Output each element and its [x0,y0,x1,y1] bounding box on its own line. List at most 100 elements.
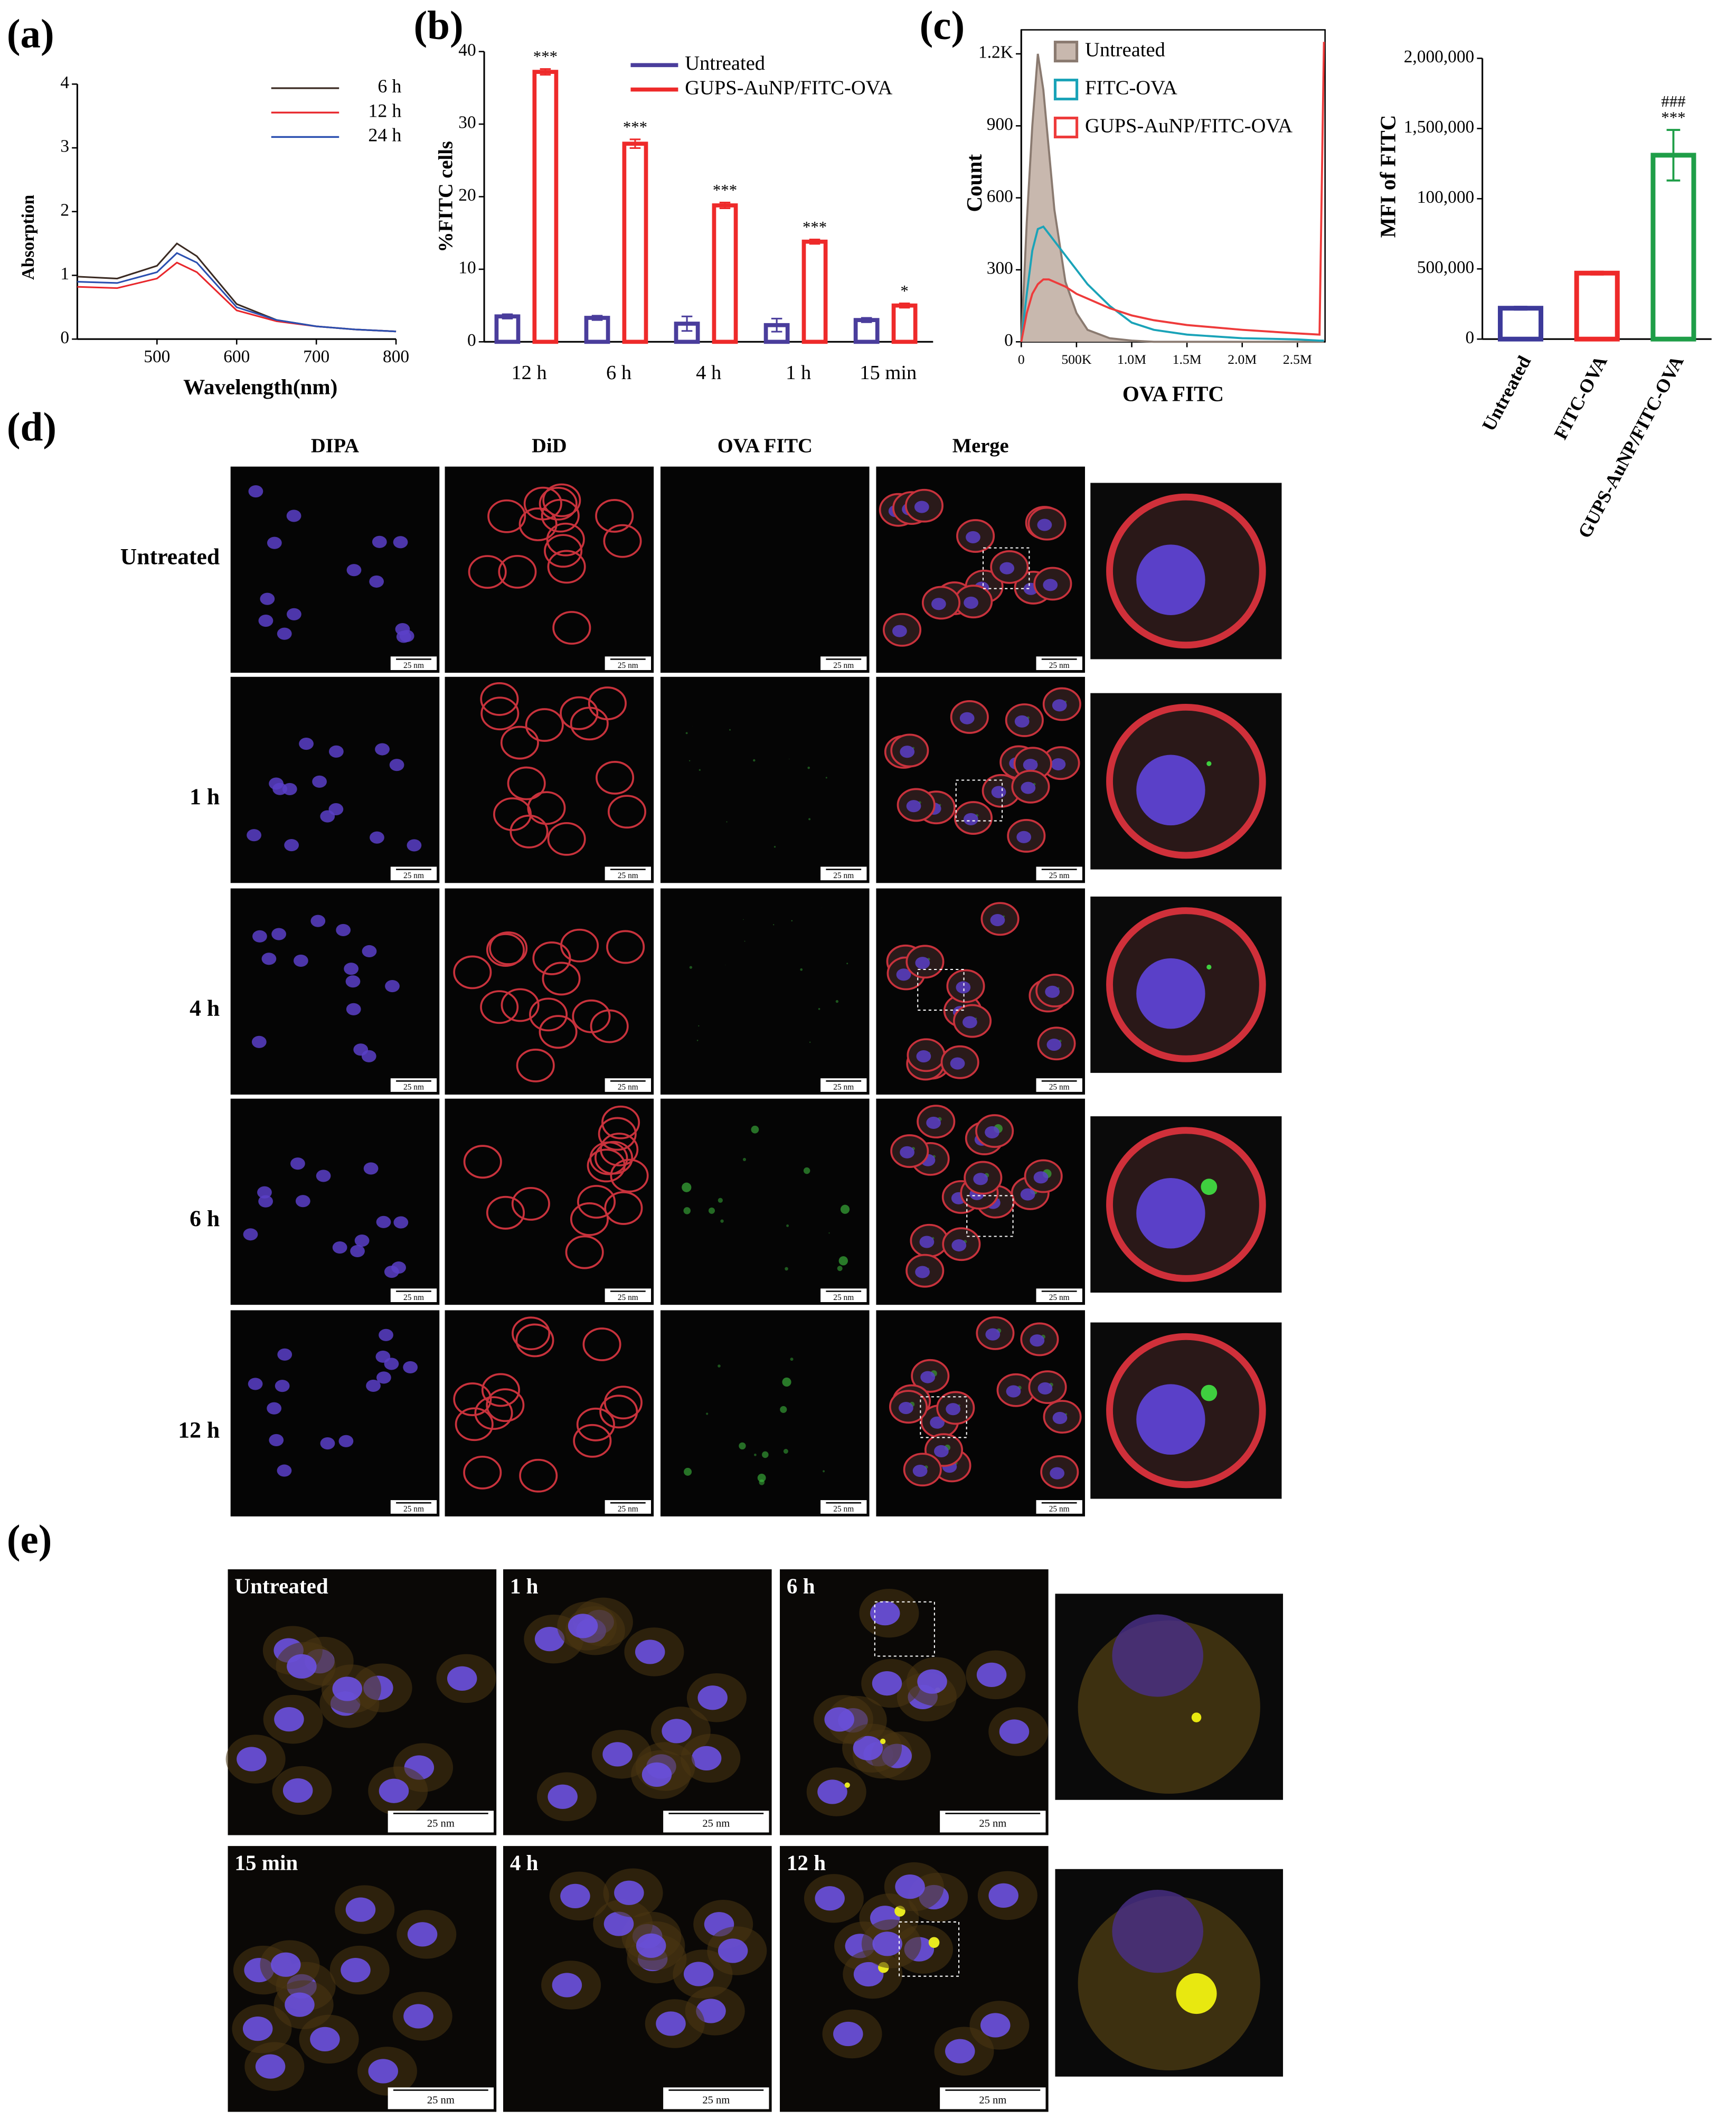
membrane [486,1388,525,1422]
micrograph [660,676,870,883]
fitc-signal [739,1442,746,1450]
scale-bar-label: 25 nm [1049,1505,1070,1514]
comparison-mark: ### [1661,92,1685,110]
membrane [539,486,578,521]
error-bar [861,317,872,323]
membrane [546,522,585,557]
nucleus [602,1742,633,1767]
membrane [486,1195,525,1230]
nucleus [1051,758,1066,771]
y-tick-label: 300 [987,259,1013,278]
nucleus [1037,1382,1053,1395]
nucleus [950,1057,965,1070]
nucleus [361,1050,376,1062]
nucleus [1045,985,1060,998]
fitc-signal [688,760,691,762]
fitc-signal [880,1738,886,1745]
nucleus [274,1707,304,1732]
nucleus [985,1328,1001,1341]
legend-label: FITC-OVA [1085,77,1177,99]
scale-bar-label: 25 nm [427,2095,455,2106]
nucleus [341,1958,371,1983]
membrane [529,997,568,1032]
fitc-signal [828,1232,830,1234]
bar [1497,306,1544,342]
fitc-signal [718,1198,723,1203]
scale-bar-label: 25 nm [833,661,854,670]
nucleus [1136,755,1205,826]
membrane [552,611,591,645]
fitc-signal [818,1008,820,1010]
y-tick-label: 0 [1004,331,1013,350]
nucleus [966,531,980,543]
bar [1650,153,1696,342]
membrane [560,696,599,730]
nucleus [906,800,921,813]
membrane [493,797,532,831]
fitc-signal [773,846,776,848]
error-bar [1514,306,1527,311]
membrane [573,1424,612,1458]
fitc-signal [835,1000,839,1003]
nucleus [691,1746,722,1771]
membrane [463,1455,502,1490]
nucleus [379,1778,409,1803]
membrane [519,1458,558,1493]
row-label: 12 h [178,1418,220,1443]
nucleus [328,803,344,816]
nucleus [277,1464,292,1477]
membrane [487,499,526,533]
nucleus [568,1614,598,1638]
row-label: 6 h [190,1206,220,1231]
error-bar [1666,129,1681,182]
nucleus [1023,758,1038,771]
nucleus [385,980,400,993]
membrane [468,555,507,589]
x-tick-label: Untreated [1478,352,1535,435]
bar [494,314,521,344]
membrane [601,1105,640,1139]
nucleus [393,536,408,549]
legend-swatch [1053,79,1079,101]
nucleus [247,829,261,842]
x-tick-label: 2.5M [1283,352,1312,367]
y-tick-label: 4 [60,73,69,92]
row-label: Untreated [120,544,220,569]
membrane [498,554,537,589]
nucleus [267,536,282,549]
error-bar [540,68,551,76]
nucleus [251,1035,267,1048]
y-tick-label: 40 [458,40,476,60]
fitc-signal [1206,964,1212,970]
fitc-signal [790,1358,794,1361]
panel-label: (e) [7,1516,52,1562]
nucleus [853,1962,884,1987]
nucleus [277,627,292,640]
nucleus [662,1719,692,1744]
legend-swatch [1053,116,1079,139]
scale-bar-label: 25 nm [1049,871,1070,880]
nucleus [917,1669,947,1694]
significance: *** [1661,109,1685,127]
nucleus [636,1933,666,1958]
fitc-signal [759,1480,765,1485]
fitc-signal [782,1377,791,1387]
membrane [518,507,558,541]
x-tick-label: FITC-OVA [1550,352,1611,443]
nucleus [899,1401,913,1415]
scale-bar-label: 25 nm [403,661,424,670]
fitc-signal [844,1782,850,1788]
membrane [511,1186,550,1221]
scale-bar-label: 25 nm [833,1505,854,1514]
fitc-signal [783,1449,788,1454]
error-bar [629,138,641,149]
nucleus [1046,1038,1062,1051]
fitc-signal [808,818,811,821]
membrane [590,1009,629,1043]
significance: *** [533,48,558,65]
scale-bar-bg [663,1811,769,1833]
nucleus [312,775,327,788]
nucleus [683,1962,714,1986]
legend-label: Untreated [1085,39,1165,61]
nucleus [817,1779,847,1804]
